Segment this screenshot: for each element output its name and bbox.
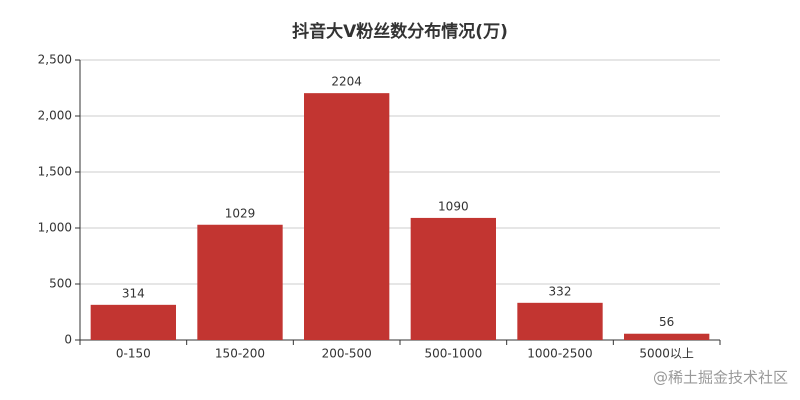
bar xyxy=(197,224,283,340)
x-tick-label: 200-500 xyxy=(322,347,372,361)
data-label: 314 xyxy=(122,286,145,300)
chart-title: 抖音大V粉丝数分布情况(万) xyxy=(292,21,508,42)
bar xyxy=(90,304,176,340)
y-tick-label: 0 xyxy=(64,333,72,347)
x-tick-label: 1000-2500 xyxy=(527,347,592,361)
x-tick-label: 500-1000 xyxy=(424,347,482,361)
y-tick-label: 1,000 xyxy=(38,221,72,235)
y-tick-label: 500 xyxy=(49,277,72,291)
y-tick-label: 2,000 xyxy=(38,109,72,123)
bar xyxy=(410,217,496,340)
data-label: 1029 xyxy=(225,206,256,220)
data-label: 56 xyxy=(659,315,674,329)
watermark: @稀土掘金技术社区 xyxy=(653,369,788,387)
bar xyxy=(304,93,390,340)
bar xyxy=(517,302,603,340)
x-tick-label: 150-200 xyxy=(215,347,265,361)
x-tick-label: 0-150 xyxy=(116,347,151,361)
data-label: 332 xyxy=(549,284,572,298)
data-label: 1090 xyxy=(438,199,469,213)
bar xyxy=(624,333,710,340)
y-tick-label: 1,500 xyxy=(38,165,72,179)
y-tick-label: 2,500 xyxy=(38,53,72,67)
data-label: 2204 xyxy=(331,75,362,89)
x-tick-label: 5000以上 xyxy=(639,347,694,361)
